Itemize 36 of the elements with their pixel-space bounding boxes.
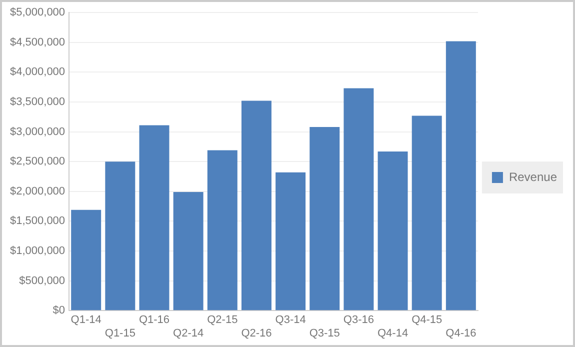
y-tick-label: $3,500,000 (10, 96, 66, 108)
y-tick-label: $2,000,000 (10, 185, 66, 198)
bar (378, 151, 408, 310)
x-tick-label: Q1-15 (104, 327, 136, 340)
legend-label: Revenue (508, 170, 558, 184)
y-tick-label: $500,000 (19, 274, 66, 287)
y-tick-label: $1,000,000 (10, 245, 66, 258)
bar (276, 172, 306, 310)
bar (71, 210, 102, 310)
bar (344, 88, 374, 310)
x-tick-label: Q4-16 (446, 327, 476, 340)
y-tick-label: $3,000,000 (10, 126, 66, 138)
x-tick-label: Q2-15 (207, 314, 238, 326)
x-tick-label: Q3-14 (275, 314, 306, 326)
y-tick-label: $1,500,000 (10, 215, 66, 228)
x-tick-label: Q2-14 (173, 327, 204, 340)
bar (446, 41, 476, 310)
y-tick-label: $0 (52, 304, 66, 317)
bar (412, 116, 442, 310)
x-tick-label: Q4-14 (377, 327, 408, 340)
bar (310, 127, 340, 310)
x-tick-label: Q1-16 (138, 314, 170, 326)
x-tick-label: Q3-15 (309, 327, 340, 340)
bar (207, 150, 238, 310)
bar (139, 125, 170, 310)
bar (105, 162, 136, 310)
y-tick-label: $4,500,000 (10, 36, 66, 48)
y-tick-label: $5,000,000 (10, 6, 66, 19)
bar (173, 192, 204, 310)
x-tick-label: Q2-16 (241, 327, 272, 340)
x-tick-label: Q1-14 (70, 314, 102, 326)
y-tick-label: $4,000,000 (10, 66, 66, 78)
bar (241, 100, 272, 310)
x-tick-label: Q3-16 (343, 314, 374, 326)
y-tick-label: $2,500,000 (10, 156, 66, 168)
x-tick-label: Q4-15 (412, 314, 442, 326)
